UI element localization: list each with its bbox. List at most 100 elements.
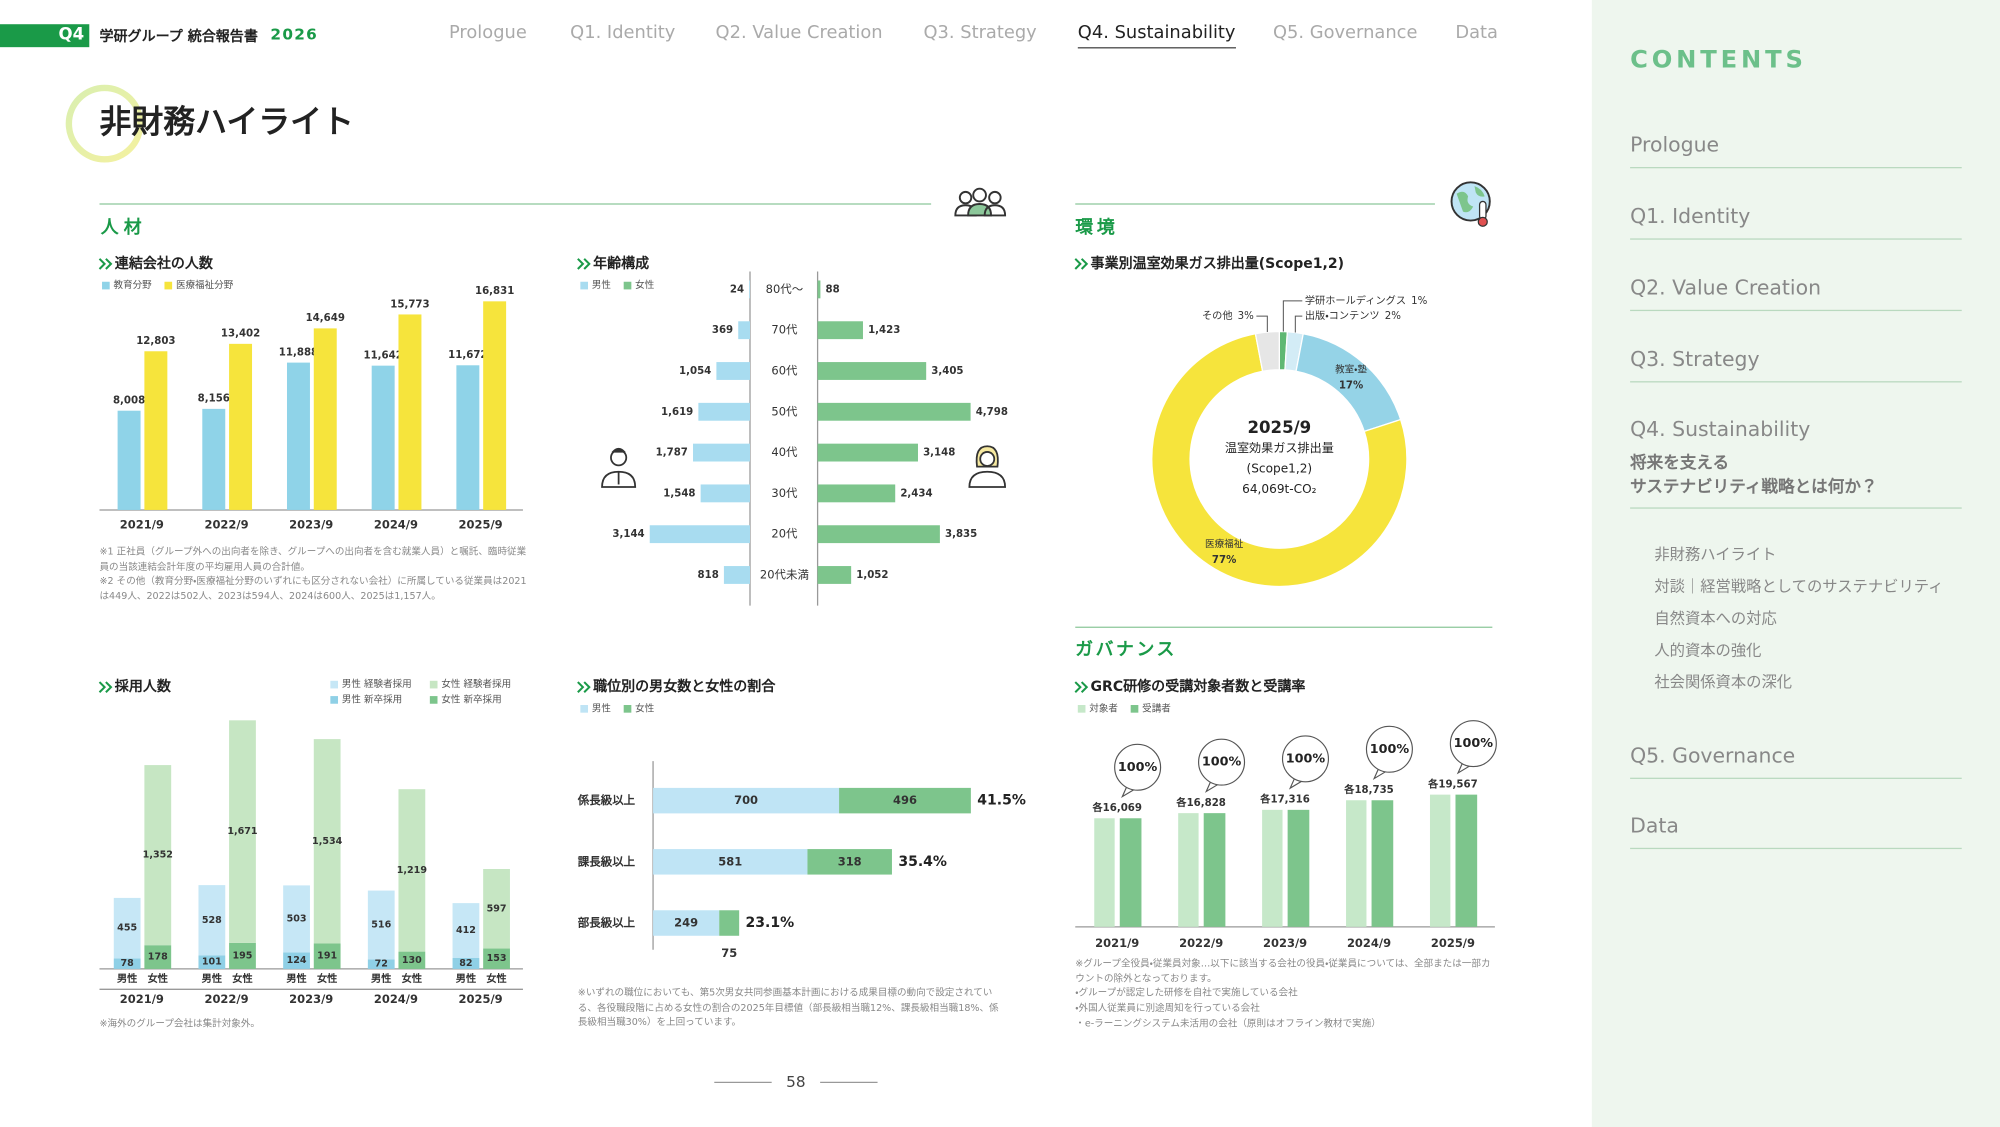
bar — [371, 365, 395, 510]
data-label: 各16,069 — [1091, 801, 1142, 814]
title-chevron — [98, 681, 113, 693]
bar — [1094, 818, 1115, 927]
rate-bubble — [1281, 735, 1330, 783]
x-tick-label: 2023/9 — [289, 518, 333, 532]
slice-label: その他 — [1202, 309, 1233, 322]
chart-title: 年齢構成 — [593, 255, 649, 272]
title-chevron — [1074, 258, 1089, 270]
x-tick-label: 2025/9 — [459, 518, 503, 532]
bar-segment — [398, 789, 426, 952]
sidebar-link[interactable]: 社会関係資本の深化 — [1654, 673, 1793, 691]
sidebar-link[interactable]: 対談｜経営戦略としてのサステナビリティ — [1654, 577, 1944, 596]
stack-label: 女性 — [148, 972, 168, 985]
rate-label: 100% — [1202, 755, 1242, 770]
title-chevron — [577, 258, 591, 270]
bar — [723, 566, 750, 584]
legend-swatch — [164, 281, 173, 290]
x-tick-label: 2023/9 — [1263, 936, 1307, 950]
note: ※いずれの職位においても、第5次男女共同参画基本計画における成果目標の動向で設定… — [577, 986, 999, 1028]
donut-slice — [1151, 332, 1408, 588]
sidebar-item[interactable]: Q2. Value Creation — [1630, 275, 1962, 312]
bar — [398, 314, 422, 510]
title-chevron — [98, 258, 113, 270]
data-label: 8,156 — [198, 394, 230, 405]
data-label: 12,803 — [136, 336, 175, 347]
bar-segment — [719, 910, 740, 936]
male-icon — [601, 447, 637, 488]
bar — [693, 443, 750, 462]
slice-value: 3% — [1238, 311, 1254, 322]
data-label: 11,672 — [448, 350, 487, 361]
legend-label: 男性 経験者採用 — [342, 678, 412, 690]
category-label: 40代 — [771, 445, 798, 459]
sidebar-subtitle: サステナビリティ戦略とは何か？ — [1630, 478, 1878, 498]
nav-item[interactable]: Prologue — [448, 22, 527, 44]
stack-label: 女性 — [486, 972, 506, 985]
share-label: 23.1% — [746, 915, 795, 931]
sidebar-rule — [1630, 507, 1962, 509]
bar-segment — [113, 958, 141, 969]
rate-bubble — [1365, 725, 1413, 773]
sidebar-link[interactable]: 人的資本の強化 — [1654, 641, 1762, 660]
slice-value: 17% — [1339, 380, 1363, 391]
bar-segment — [452, 903, 480, 958]
sidebar-item[interactable]: Q1. Identity — [1630, 204, 1962, 240]
x-tick-label: 2021/9 — [1095, 936, 1139, 950]
slice-value: 1% — [1411, 296, 1427, 307]
sidebar-item[interactable]: Q3. Strategy — [1630, 347, 1962, 383]
data-label: 8,008 — [113, 396, 145, 407]
sidebar-link[interactable]: 自然資本への対応 — [1654, 609, 1777, 628]
bar — [1455, 794, 1478, 927]
data-label: 1,352 — [143, 850, 173, 861]
stack-label: 男性 — [371, 972, 391, 985]
nav-item[interactable]: Q5. Governance — [1272, 22, 1418, 44]
section-heading: 人材 — [100, 216, 147, 238]
data-label: 各16,828 — [1175, 796, 1226, 809]
legend-swatch — [1077, 705, 1086, 713]
x-tick-label: 2024/9 — [374, 992, 418, 1006]
data-label: 88 — [826, 284, 840, 295]
note: ・グループが認定した研修を自社で実施している会社 — [1075, 986, 1298, 999]
bar-segment — [452, 957, 480, 969]
category-label: 70代 — [771, 323, 798, 337]
bar-segment — [198, 955, 226, 969]
nav-item[interactable]: Data — [1455, 22, 1499, 44]
bar-segment — [144, 945, 172, 969]
globe-icon — [1450, 181, 1491, 227]
data-label: 3,144 — [612, 529, 644, 540]
legend-swatch — [429, 696, 438, 704]
nav-item[interactable]: Q4. Sustainability — [1077, 23, 1236, 49]
sidebar-link[interactable]: 非財務ハイライト — [1654, 545, 1777, 564]
bar — [144, 351, 168, 510]
sidebar-item[interactable]: Q5. Governance — [1630, 743, 1962, 779]
sidebar-item[interactable]: Data — [1630, 813, 1962, 850]
data-label: 455 — [117, 923, 137, 934]
slice-value: 77% — [1212, 555, 1236, 566]
nav-item[interactable]: Q1. Identity — [570, 22, 676, 44]
stack-label: 男性 — [117, 972, 137, 985]
data-label: 818 — [698, 570, 719, 581]
nav-item[interactable]: Q2. Value Creation — [715, 22, 883, 44]
data-label: 700 — [734, 793, 758, 807]
sidebar-item[interactable]: Q4. Sustainability — [1630, 416, 1811, 442]
x-tick-label: 2021/9 — [120, 518, 164, 532]
chart-title: 採用人数 — [115, 678, 172, 695]
center-text: 温室効果ガス排出量 — [1225, 441, 1334, 455]
nav-item[interactable]: Q3. Strategy — [923, 22, 1037, 44]
note: ※1 正社員（グループ外への出向者を除き、グループへの出向者を含む就業人員）と嘱… — [99, 545, 527, 572]
sidebar-item[interactable]: Prologue — [1630, 133, 1962, 169]
data-label: 各18,735 — [1343, 783, 1394, 796]
x-tick-label: 2022/9 — [204, 992, 248, 1006]
bar-segment — [398, 951, 426, 969]
data-label: 318 — [838, 854, 862, 868]
center-text: 64,069t-CO₂ — [1242, 482, 1316, 496]
x-tick-label: 2024/9 — [1347, 936, 1391, 950]
legend-label: 受講者 — [1142, 702, 1171, 714]
chart-title: 連結会社の人数 — [115, 255, 214, 272]
legend-swatch — [330, 680, 339, 689]
legend-label: 女性 経験者採用 — [441, 678, 511, 690]
data-label: 各17,316 — [1259, 793, 1310, 806]
legend-swatch — [1130, 705, 1139, 713]
